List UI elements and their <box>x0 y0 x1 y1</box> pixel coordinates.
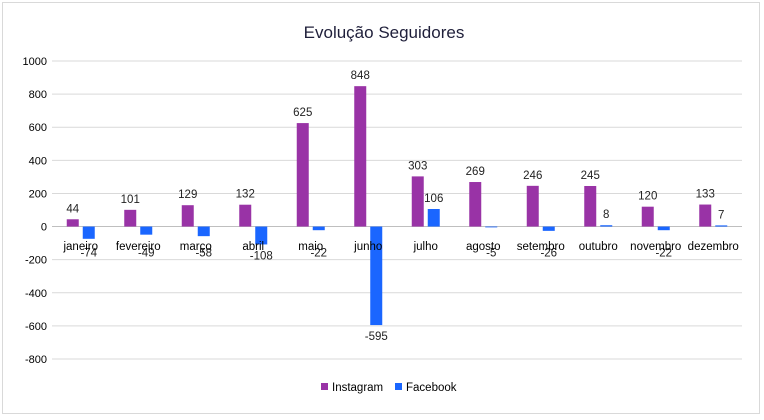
legend: Instagram Facebook <box>321 382 457 394</box>
bars <box>66 86 728 326</box>
data-label: 625 <box>293 107 312 119</box>
x-category-label: setembro <box>517 241 565 253</box>
bar-instagram <box>181 205 194 227</box>
data-label: 101 <box>121 194 140 206</box>
y-axis: 1000 800 600 400 200 0 -200 -400 -600 -800 <box>23 56 47 366</box>
bar-instagram <box>469 182 482 227</box>
x-category-label: julho <box>413 241 438 253</box>
y-tick-label: 400 <box>29 155 47 167</box>
x-category-label: maio <box>298 241 323 253</box>
bar-instagram <box>641 206 654 227</box>
data-labels: 44-74101-49129-58132-108625-22848-595303… <box>66 70 724 343</box>
bar-facebook <box>715 225 728 227</box>
legend-label-facebook: Facebook <box>406 382 457 394</box>
x-category-label: abril <box>242 241 264 253</box>
x-category-label: dezembro <box>688 241 739 253</box>
data-label: 246 <box>523 170 542 182</box>
data-label: 269 <box>466 166 485 178</box>
data-label: -26 <box>540 248 557 260</box>
x-category-label: janeiro <box>62 241 98 253</box>
x-axis: janeiro fevereiro março abril maio junho julho… <box>62 241 738 253</box>
data-label: -58 <box>195 248 212 260</box>
data-label: -595 <box>365 331 388 343</box>
bar-facebook <box>197 226 210 237</box>
y-tick-label: 600 <box>29 122 47 134</box>
x-category-label: junho <box>353 241 382 253</box>
legend-label-instagram: Instagram <box>332 382 383 394</box>
x-category-label: fevereiro <box>116 241 161 253</box>
data-label: 133 <box>696 189 715 201</box>
x-category-label: agosto <box>466 241 501 253</box>
data-label: 245 <box>581 170 600 182</box>
y-tick-label: -400 <box>25 288 47 300</box>
y-tick-label: -600 <box>25 321 47 333</box>
legend-swatch-facebook <box>395 383 402 390</box>
bar-instagram <box>354 86 367 227</box>
bar-facebook <box>600 225 613 227</box>
bar-facebook <box>82 226 95 239</box>
bar-instagram <box>66 219 79 227</box>
data-label: 120 <box>638 191 657 203</box>
data-label: -108 <box>250 250 273 262</box>
data-label: 132 <box>236 189 255 201</box>
x-category-label: outubro <box>579 241 618 253</box>
bar-instagram <box>411 176 424 227</box>
bar-instagram <box>584 185 597 227</box>
legend-swatch-instagram <box>321 383 328 390</box>
data-label: 7 <box>718 209 724 221</box>
data-label: 44 <box>66 203 79 215</box>
bar-instagram <box>296 123 309 227</box>
data-label: -49 <box>138 248 155 260</box>
y-tick-label: 1000 <box>23 56 47 68</box>
bar-instagram <box>526 185 539 227</box>
y-tick-label: 0 <box>41 222 47 234</box>
chart-title: Evolução Seguidores <box>304 23 465 42</box>
bar-facebook <box>370 226 383 326</box>
data-label: 8 <box>603 209 609 221</box>
x-category-label: novembro <box>630 241 681 253</box>
gridlines <box>52 60 742 360</box>
bar-facebook <box>542 226 555 231</box>
bar-instagram <box>124 209 137 227</box>
data-label: 129 <box>178 189 197 201</box>
data-label: 848 <box>351 70 370 82</box>
bar-facebook <box>140 226 153 235</box>
y-tick-label: 800 <box>29 89 47 101</box>
y-tick-label: 200 <box>29 188 47 200</box>
data-label: -74 <box>80 248 97 260</box>
data-label: -22 <box>310 248 327 260</box>
x-category-label: março <box>180 241 212 253</box>
bar-facebook <box>485 226 498 228</box>
bar-instagram <box>699 204 712 227</box>
chart-frame: Evolução Seguidores 1000 800 600 400 200 0 -20… <box>2 2 760 414</box>
data-label: 106 <box>424 193 443 205</box>
y-tick-label: -800 <box>25 354 47 366</box>
bar-facebook <box>312 226 325 231</box>
bar-facebook <box>427 209 440 227</box>
data-label: -22 <box>655 248 672 260</box>
data-label: 303 <box>408 160 427 172</box>
bar-facebook <box>657 226 670 231</box>
y-tick-label: -200 <box>25 255 47 267</box>
data-label: -5 <box>486 248 496 260</box>
chart-canvas: Evolução Seguidores 1000 800 600 400 200 0 -20… <box>23 23 742 394</box>
bar-instagram <box>239 204 252 227</box>
bar-facebook <box>255 226 268 245</box>
